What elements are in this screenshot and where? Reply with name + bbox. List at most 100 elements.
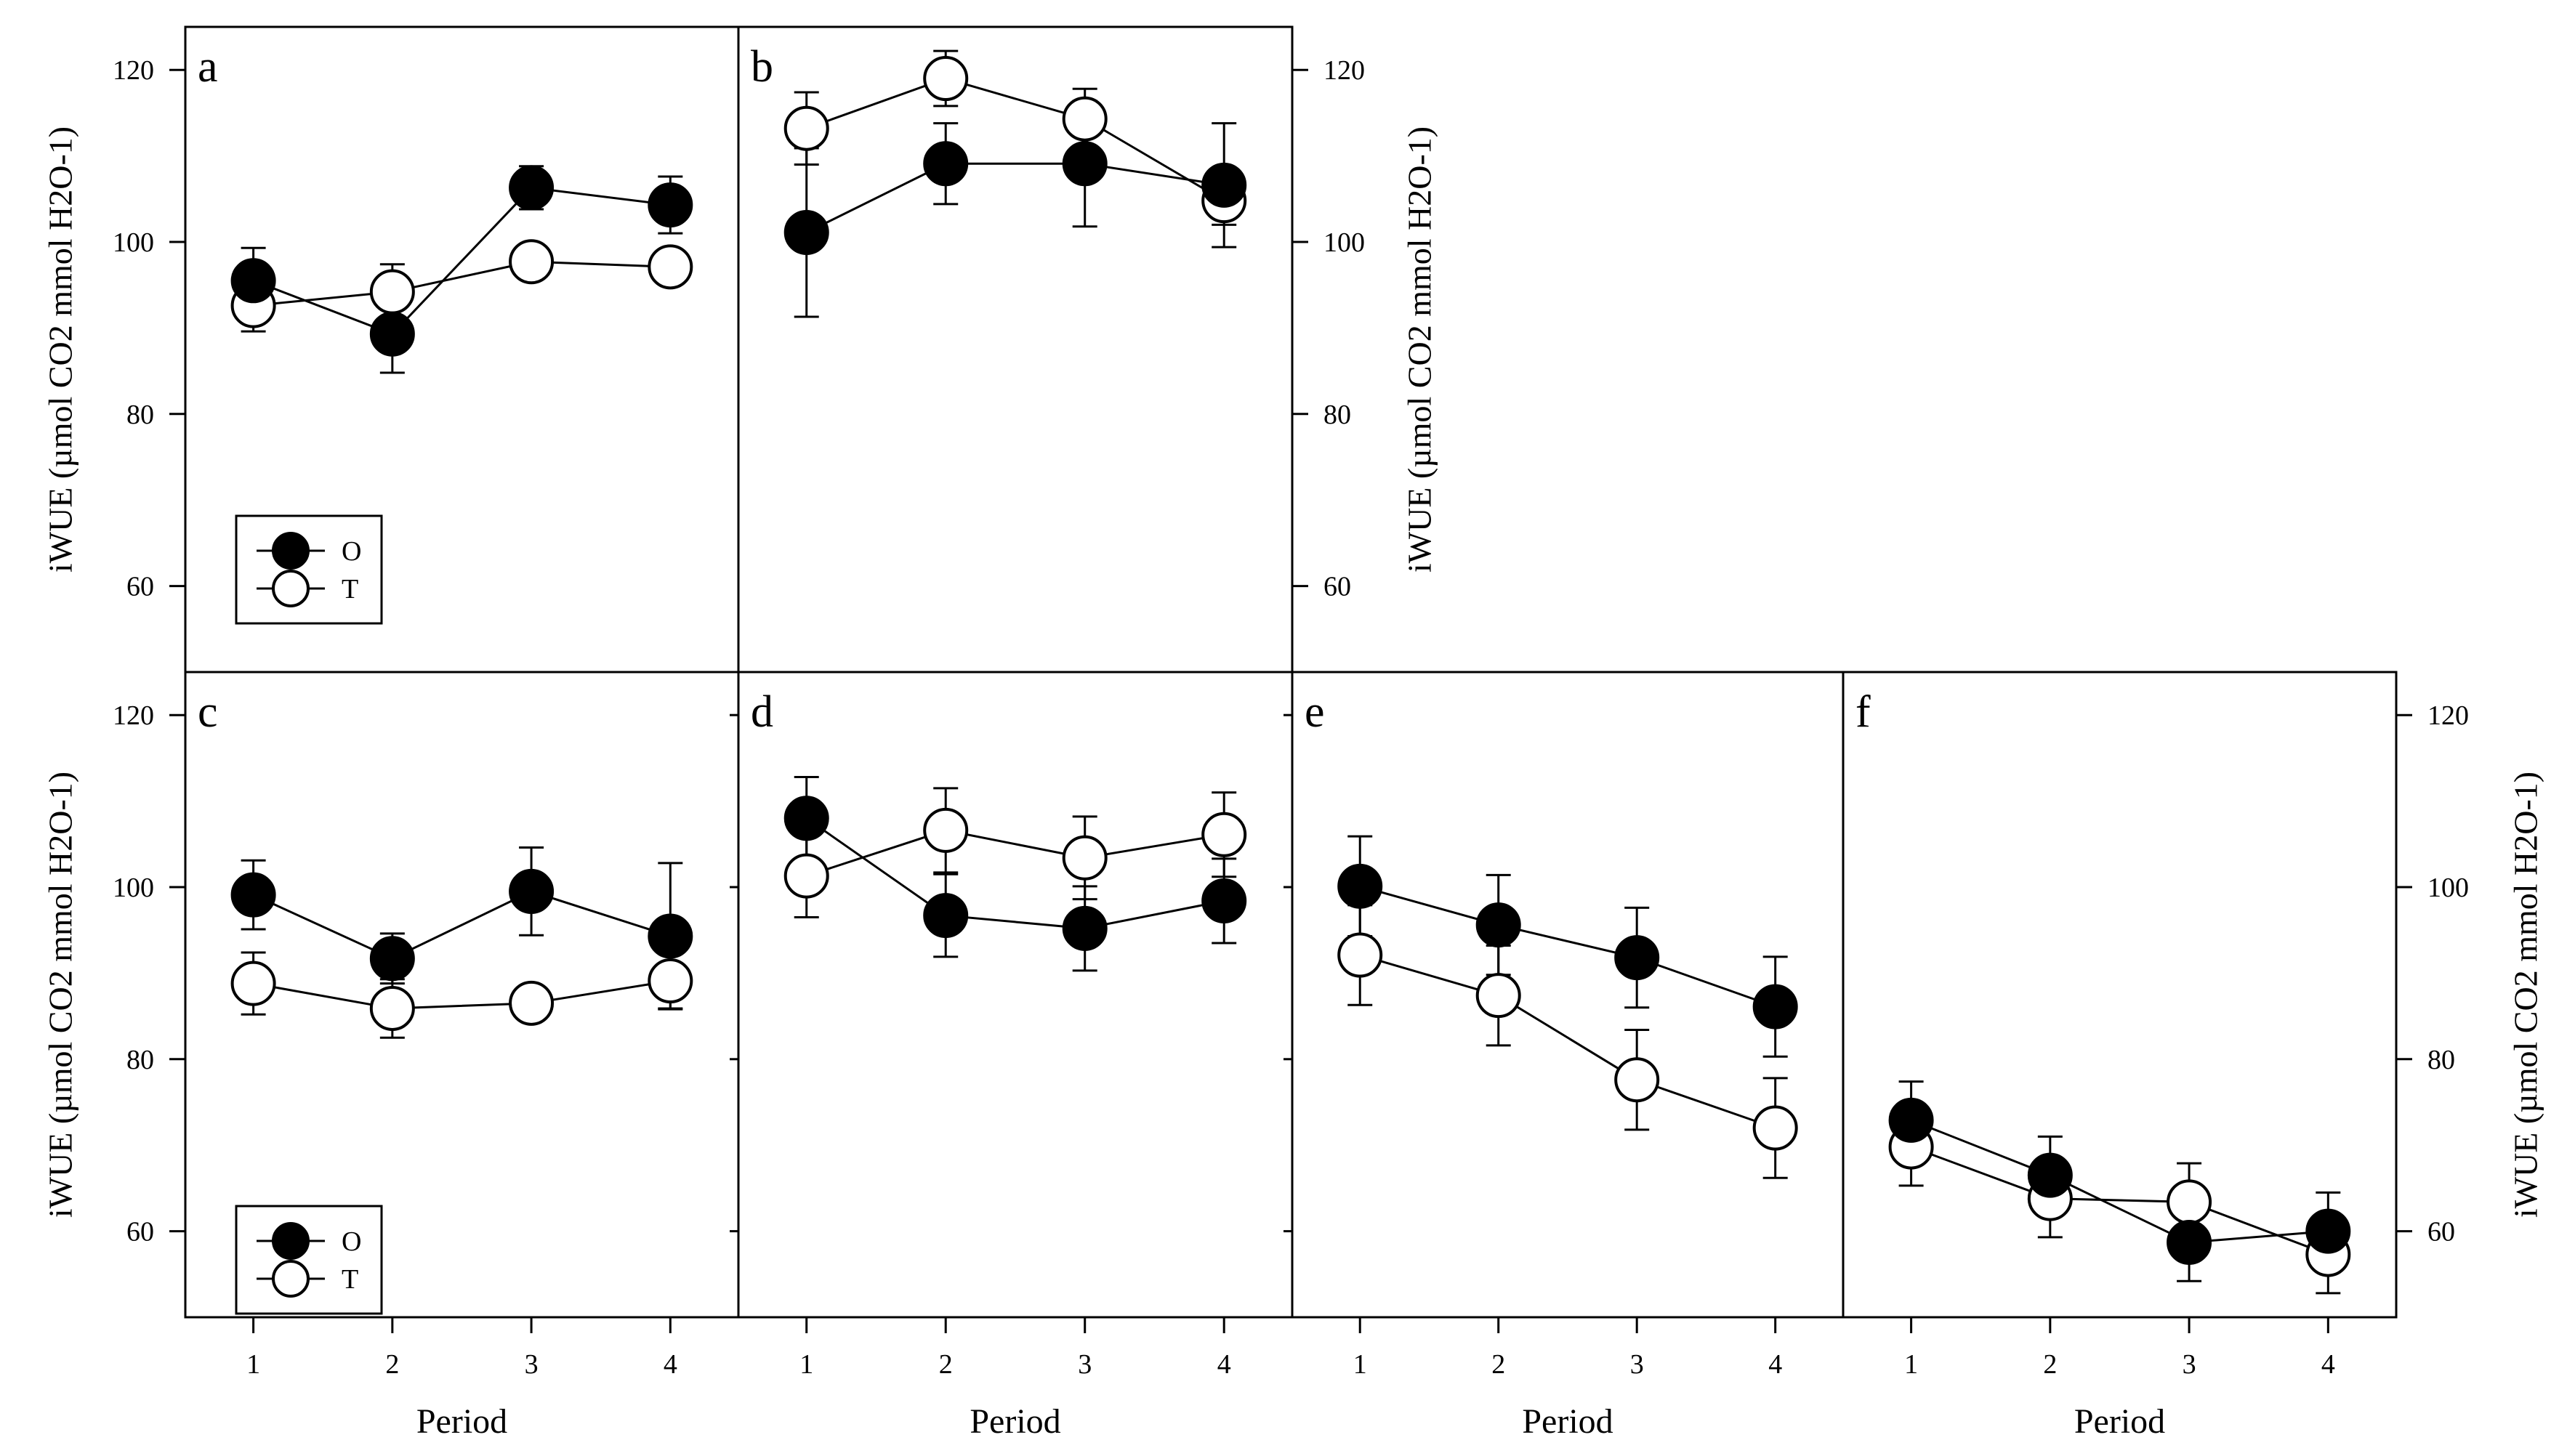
data-point-T-c — [369, 985, 415, 1031]
x-axis-label-e: Period — [1522, 1402, 1613, 1441]
data-point-O-d — [923, 893, 969, 939]
panel-c: c 60 80 100 120 1 2 3 4 Period OT — [113, 671, 740, 1441]
y-tick-label-b: 100 — [1323, 227, 1365, 258]
data-point-O-f — [2305, 1208, 2351, 1254]
legend-c: OT — [235, 1205, 383, 1315]
data-point-O-d — [1201, 878, 1247, 923]
panel-letter-d: d — [751, 687, 773, 737]
panel-letter-e: e — [1305, 687, 1325, 737]
x-tick-label-f: 1 — [1904, 1349, 1918, 1380]
data-point-T-e — [1475, 973, 1521, 1019]
series-line-O-c — [252, 890, 671, 960]
data-point-O-e — [1752, 984, 1798, 1030]
y-tick-label-b: 80 — [1323, 400, 1351, 430]
y-tick-label-c: 100 — [113, 873, 154, 903]
series-line-O-b — [806, 162, 1225, 234]
y-tick-label-f: 80 — [2427, 1045, 2455, 1075]
legend-box — [235, 1205, 383, 1315]
y-tick-label-a: 60 — [126, 572, 154, 602]
series-line-T-b — [806, 77, 1225, 202]
data-point-O-b — [1062, 141, 1108, 187]
data-point-O-c — [509, 868, 555, 914]
panel-f: f 60 80 100 120 1 2 3 4 Period — [1842, 671, 2469, 1441]
legend-marker-T — [272, 1260, 310, 1298]
data-point-O-d — [783, 796, 829, 841]
data-point-T-c — [509, 980, 555, 1026]
data-point-O-f — [1888, 1097, 1934, 1143]
data-point-O-a — [648, 182, 693, 228]
panel-letter-b: b — [751, 42, 773, 92]
x-tick-label-e: 4 — [1768, 1349, 1782, 1380]
data-point-T-b — [923, 56, 969, 102]
series-line-O-a — [253, 186, 671, 336]
x-tick-label-d: 2 — [939, 1349, 953, 1380]
y-tick-label-b: 60 — [1323, 572, 1351, 602]
legend-marker-T — [272, 570, 310, 607]
data-point-T-d — [1201, 812, 1247, 857]
y-axis-label-a: iWUE (µmol CO2 mmol H2O-1) — [42, 126, 79, 573]
data-point-O-d — [1062, 905, 1108, 951]
legend-box — [235, 514, 383, 625]
x-tick-label-d: 3 — [1078, 1349, 1092, 1380]
series-line-T-a — [253, 260, 671, 307]
x-tick-label-c: 1 — [246, 1349, 260, 1380]
data-point-T-b — [783, 105, 829, 151]
y-axis-label-b: iWUE (µmol CO2 mmol H2O-1) — [1401, 126, 1438, 573]
x-tick-label-f: 2 — [2043, 1349, 2057, 1380]
data-point-T-d — [783, 853, 829, 899]
data-point-T-d — [1062, 835, 1108, 881]
data-point-O-c — [369, 936, 415, 982]
legend-label-T: T — [342, 1264, 358, 1295]
series-line-T-d — [806, 829, 1225, 878]
data-point-O-b — [923, 141, 969, 187]
panel-letter-c: c — [198, 687, 218, 737]
data-point-O-b — [1201, 162, 1247, 208]
data-point-O-b — [783, 209, 829, 255]
series-line-T-f — [1911, 1146, 2329, 1255]
data-point-T-e — [1614, 1057, 1660, 1103]
data-point-O-c — [648, 913, 693, 959]
x-axis-label-d: Period — [970, 1402, 1060, 1441]
legend-label-T: T — [342, 574, 358, 604]
x-tick-label-c: 2 — [385, 1349, 399, 1380]
series-line-O-e — [1359, 885, 1776, 1008]
data-point-O-e — [1337, 863, 1383, 909]
x-tick-label-d: 1 — [799, 1349, 813, 1380]
y-tick-label-f: 60 — [2427, 1217, 2455, 1247]
data-point-T-d — [923, 807, 969, 853]
data-point-T-f — [2167, 1179, 2212, 1225]
data-point-T-c — [648, 958, 693, 1004]
data-point-O-c — [230, 872, 276, 918]
legend-label-O: O — [342, 536, 361, 567]
x-axis-label-f: Period — [2074, 1402, 2165, 1441]
y-tick-label-a: 120 — [113, 55, 154, 86]
panel-a: a 60 80 100 120 OT — [113, 25, 740, 674]
data-point-O-f — [2027, 1152, 2073, 1198]
legend-a: OT — [235, 514, 383, 625]
x-tick-label-f: 3 — [2183, 1349, 2196, 1380]
y-tick-label-f: 100 — [2427, 873, 2469, 903]
data-point-O-e — [1475, 902, 1521, 948]
data-point-O-f — [2167, 1219, 2212, 1265]
x-axis-label-c: Period — [416, 1402, 507, 1441]
y-tick-label-f: 120 — [2427, 700, 2469, 731]
y-tick-label-b: 120 — [1323, 55, 1365, 86]
data-point-O-a — [230, 258, 276, 304]
panel-b: b 60 80 100 120 — [737, 25, 1365, 674]
panel-d: d 1 2 3 4 Period — [730, 671, 1294, 1441]
y-tick-label-c: 60 — [126, 1217, 154, 1247]
y-axis-label-f: iWUE (µmol CO2 mmol H2O-1) — [2507, 772, 2544, 1218]
panel-d-frame — [737, 671, 1294, 1319]
y-tick-label-a: 100 — [113, 227, 154, 258]
panel-f-frame — [1842, 671, 2398, 1319]
series-line-O-f — [1911, 1119, 2329, 1244]
data-point-O-a — [369, 311, 415, 357]
data-point-T-e — [1337, 932, 1383, 978]
x-tick-label-d: 4 — [1217, 1349, 1231, 1380]
series-line-T-c — [253, 979, 671, 1010]
data-point-T-a — [648, 244, 693, 290]
legend-marker-O — [272, 532, 310, 570]
y-axis-label-c: iWUE (µmol CO2 mmol H2O-1) — [42, 772, 79, 1218]
panel-e: e 1 2 3 4 Period — [1284, 671, 1845, 1441]
